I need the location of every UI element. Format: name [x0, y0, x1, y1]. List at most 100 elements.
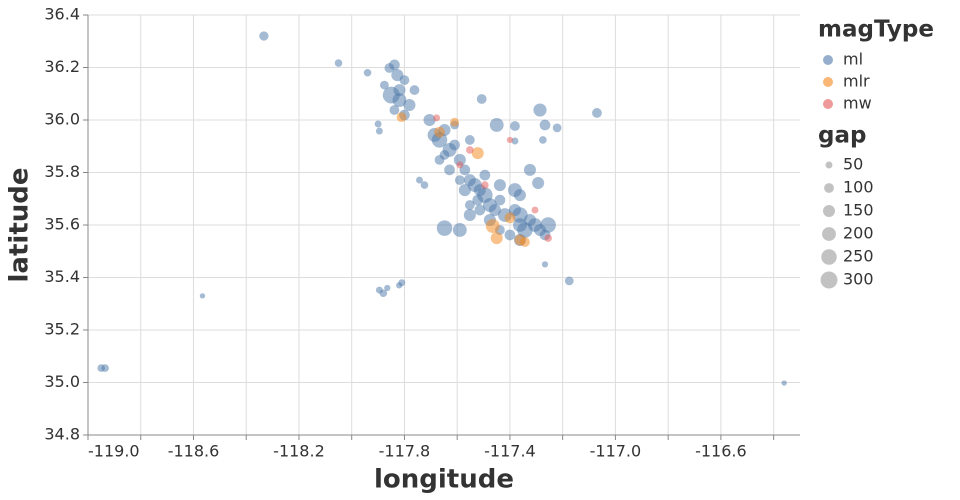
y-tick-label: 36.2	[44, 57, 80, 76]
y-tick-label: 35.4	[44, 267, 80, 286]
point	[374, 120, 382, 128]
y-tick-label: 35.8	[44, 162, 80, 181]
x-tick-label: -117.4	[484, 442, 536, 461]
point	[532, 177, 545, 189]
point	[541, 261, 549, 268]
size-legend-symbol	[822, 227, 836, 241]
point	[464, 135, 475, 145]
x-tick-label: -117.8	[379, 442, 431, 461]
point	[494, 194, 506, 206]
point	[781, 380, 787, 386]
point	[434, 155, 445, 165]
legend-label: ml	[843, 50, 863, 69]
x-tick-label: -118.2	[273, 442, 325, 461]
point	[403, 99, 416, 112]
point	[511, 137, 519, 145]
size-legend-label: 150	[843, 201, 874, 220]
point	[488, 204, 501, 217]
legend-symbol	[823, 99, 833, 109]
point	[449, 139, 460, 151]
point	[513, 189, 526, 202]
point	[199, 293, 206, 299]
point	[540, 217, 556, 233]
point	[452, 223, 467, 237]
point	[431, 132, 448, 148]
legend-symbol	[823, 77, 833, 87]
point	[423, 114, 436, 126]
point	[409, 85, 420, 95]
point	[384, 284, 391, 292]
point	[433, 114, 441, 122]
size-legend-symbol	[820, 271, 838, 289]
point	[389, 105, 400, 115]
size-legend-label: 300	[843, 270, 874, 289]
point	[450, 117, 459, 127]
point	[479, 169, 491, 181]
point	[489, 118, 504, 132]
point	[493, 179, 506, 192]
y-tick-label: 36.4	[44, 5, 80, 24]
point	[504, 212, 516, 224]
size-legend-symbol	[825, 161, 833, 169]
point	[485, 219, 500, 233]
point	[476, 94, 487, 104]
point	[436, 220, 453, 236]
y-axis-title: latitude	[5, 168, 35, 283]
point	[523, 163, 536, 176]
legend-symbol	[823, 55, 833, 65]
point	[396, 112, 407, 123]
legend-label: mlr	[843, 72, 870, 91]
legend-label: mw	[843, 94, 872, 113]
point	[506, 136, 514, 144]
point	[379, 289, 388, 298]
point	[444, 164, 455, 176]
size-legend-symbol	[821, 249, 837, 265]
point	[552, 123, 562, 133]
y-tick-label: 35.2	[44, 320, 80, 339]
size-legend-label: 200	[843, 224, 874, 243]
point	[533, 103, 547, 117]
x-tick-label: -117.0	[590, 442, 642, 461]
point	[466, 146, 474, 154]
point	[456, 161, 464, 169]
y-tick-label: 35.0	[44, 372, 80, 391]
size-legend-title: gap	[818, 123, 866, 149]
point	[520, 237, 530, 247]
point	[592, 108, 602, 118]
point	[454, 175, 465, 186]
point	[564, 276, 574, 286]
point	[396, 282, 403, 289]
size-legend-label: 250	[843, 247, 874, 266]
point	[434, 126, 445, 138]
point	[334, 59, 343, 67]
point	[463, 209, 476, 222]
point	[259, 31, 269, 41]
x-tick-label: -119.0	[88, 442, 140, 461]
point	[399, 75, 410, 85]
point	[384, 63, 395, 73]
y-tick-label: 34.8	[44, 425, 80, 444]
point	[363, 68, 372, 77]
point	[393, 84, 406, 97]
point	[464, 200, 475, 210]
point	[490, 232, 503, 245]
point	[375, 127, 383, 135]
point	[453, 153, 466, 166]
point	[539, 119, 551, 131]
y-tick-label: 36.0	[44, 110, 80, 129]
point	[510, 121, 520, 131]
size-legend-label: 100	[843, 178, 874, 197]
point	[544, 234, 552, 242]
point	[481, 181, 489, 189]
point	[416, 176, 423, 184]
point	[474, 204, 486, 216]
size-legend-label: 50	[843, 155, 863, 174]
point	[458, 184, 471, 197]
x-axis-title: longitude	[374, 465, 514, 495]
point	[512, 207, 528, 223]
legend-title: magType	[818, 17, 934, 43]
x-tick-label: -118.6	[168, 442, 220, 461]
point	[380, 80, 389, 90]
point	[539, 136, 547, 144]
